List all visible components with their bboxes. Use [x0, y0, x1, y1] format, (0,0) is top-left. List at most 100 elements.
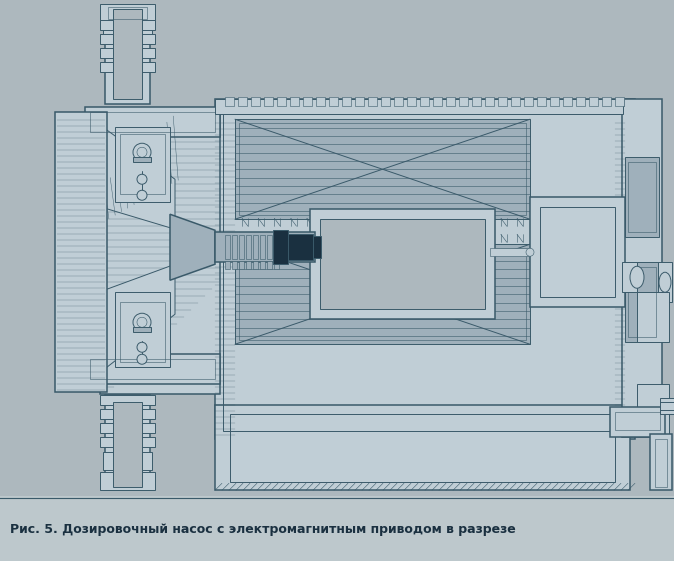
Bar	[433, 97, 442, 106]
Bar	[524, 97, 533, 106]
Bar	[100, 437, 155, 447]
Bar	[225, 97, 234, 106]
Bar	[280, 99, 288, 106]
Bar	[239, 235, 244, 259]
Bar	[230, 106, 620, 114]
Bar	[55, 112, 107, 392]
Bar	[320, 219, 485, 309]
Circle shape	[137, 342, 147, 352]
Bar	[215, 232, 315, 262]
Bar	[108, 7, 147, 19]
Bar	[115, 292, 170, 367]
Bar	[537, 97, 546, 106]
Bar	[103, 22, 152, 40]
Bar	[508, 99, 516, 106]
Bar	[90, 359, 215, 379]
Bar	[628, 267, 656, 337]
Bar	[85, 354, 220, 384]
Polygon shape	[170, 214, 215, 280]
Bar	[260, 261, 265, 269]
Bar	[100, 114, 220, 394]
Bar	[530, 197, 625, 307]
Text: Рис. 5. Дозировочный насос с электромагнитным приводом в разрезе: Рис. 5. Дозировочный насос с электромагн…	[10, 523, 516, 536]
Bar	[120, 302, 165, 362]
Polygon shape	[85, 114, 175, 229]
Bar	[268, 99, 276, 106]
Bar	[100, 396, 155, 405]
Bar	[604, 99, 612, 106]
Bar	[232, 235, 237, 259]
Bar	[274, 261, 279, 269]
Bar	[329, 97, 338, 106]
Bar	[310, 209, 495, 319]
Bar	[251, 97, 260, 106]
Bar	[274, 235, 279, 259]
Bar	[655, 439, 667, 488]
Bar	[622, 262, 637, 292]
Bar	[459, 97, 468, 106]
Bar	[436, 99, 444, 106]
Bar	[113, 402, 142, 488]
Bar	[303, 97, 312, 106]
Bar	[610, 407, 665, 437]
Bar	[239, 123, 526, 215]
Bar	[316, 97, 325, 106]
Bar	[424, 99, 432, 106]
Bar	[215, 99, 635, 439]
Bar	[520, 99, 528, 106]
Circle shape	[133, 313, 151, 331]
Bar	[460, 99, 468, 106]
Bar	[316, 99, 324, 106]
Bar	[550, 97, 559, 106]
Bar	[484, 99, 492, 106]
Bar	[364, 99, 372, 106]
Ellipse shape	[659, 272, 671, 292]
Bar	[498, 97, 507, 106]
Bar	[256, 99, 264, 106]
Bar	[90, 112, 215, 132]
Bar	[239, 261, 244, 269]
Bar	[328, 99, 336, 106]
Bar	[602, 97, 611, 106]
Bar	[658, 262, 672, 302]
Bar	[253, 235, 258, 259]
Bar	[232, 99, 240, 106]
Circle shape	[133, 143, 151, 161]
Bar	[103, 452, 152, 470]
Bar	[246, 235, 251, 259]
Bar	[544, 99, 552, 106]
Bar	[400, 99, 408, 106]
Bar	[340, 99, 348, 106]
Bar	[589, 97, 598, 106]
Bar	[616, 99, 624, 106]
Bar	[563, 97, 572, 106]
Polygon shape	[85, 264, 175, 384]
Bar	[238, 97, 247, 106]
Bar	[292, 99, 300, 106]
Bar	[277, 97, 286, 106]
Bar	[628, 162, 656, 232]
Bar	[556, 99, 564, 106]
Bar	[615, 97, 624, 106]
Bar	[448, 99, 456, 106]
Bar	[304, 99, 312, 106]
Bar	[235, 244, 530, 344]
Bar	[496, 99, 504, 106]
Bar	[472, 97, 481, 106]
Bar	[540, 207, 615, 297]
Circle shape	[137, 174, 147, 184]
Bar	[100, 62, 155, 72]
Bar	[273, 230, 288, 264]
Bar	[637, 384, 669, 434]
Bar	[381, 97, 390, 106]
Bar	[637, 292, 669, 342]
Bar	[120, 134, 165, 194]
Bar	[342, 97, 351, 106]
Bar	[568, 99, 576, 106]
Bar	[511, 97, 520, 106]
Bar	[472, 99, 480, 106]
Bar	[660, 398, 674, 414]
Bar	[267, 261, 272, 269]
Bar	[215, 99, 623, 114]
Bar	[239, 248, 526, 340]
